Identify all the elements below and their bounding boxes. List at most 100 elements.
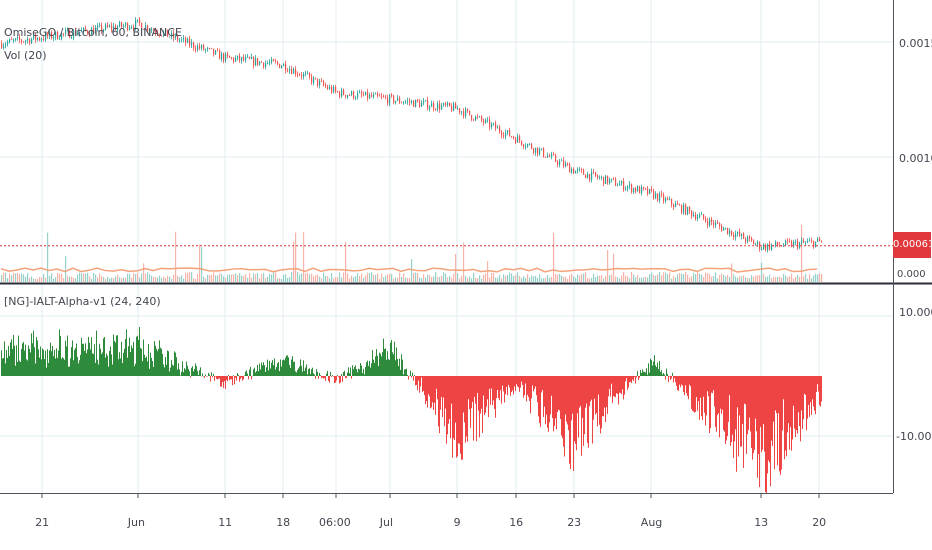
indicator-bar <box>147 361 148 376</box>
candle-body <box>633 188 635 192</box>
volume-bar <box>239 273 241 282</box>
indicator-bar <box>439 376 440 434</box>
indicator-bar <box>629 376 630 383</box>
indicator-bar <box>821 376 822 402</box>
indicator-bar <box>127 357 128 376</box>
volume-bar <box>245 274 247 282</box>
volume-bar <box>161 277 163 282</box>
candle-body <box>747 236 749 242</box>
indicator-bar <box>102 352 103 376</box>
volume-bar <box>387 274 389 282</box>
volume-bar <box>237 275 239 282</box>
volume-bar <box>677 274 679 282</box>
candle-body <box>399 97 401 103</box>
volume-bar <box>71 276 73 282</box>
indicator-bar <box>776 376 777 414</box>
indicator-bar <box>399 358 400 376</box>
indicator-bar <box>43 349 44 376</box>
volume-bar <box>687 274 689 282</box>
indicator-bar <box>597 376 598 427</box>
volume-bar <box>515 274 517 282</box>
volume-bar <box>589 278 591 282</box>
candle-body <box>307 73 309 74</box>
volume-bar <box>699 273 701 282</box>
indicator-bar <box>59 329 60 376</box>
indicator-bar <box>328 376 329 381</box>
volume-bar <box>653 275 655 282</box>
candle-body <box>549 155 551 157</box>
volume-bar <box>623 272 625 282</box>
indicator-bar <box>324 376 325 379</box>
volume-bar <box>273 272 275 282</box>
indicator-bar <box>688 376 689 400</box>
candle-body <box>375 93 377 95</box>
volume-bar <box>43 274 45 282</box>
volume-bar <box>745 277 747 282</box>
indicator-bar <box>406 368 407 376</box>
volume-bar <box>85 273 87 282</box>
indicator-bar <box>523 376 524 398</box>
volume-bar <box>611 274 613 282</box>
volume-bar <box>397 277 399 282</box>
volume-bar <box>361 273 363 282</box>
indicator-bar <box>367 360 368 376</box>
indicator-bar <box>35 363 36 376</box>
indicator-bar <box>303 360 304 376</box>
candle-body <box>31 38 33 44</box>
indicator-bar <box>261 362 262 376</box>
indicator-bar <box>562 376 563 439</box>
indicator-bar <box>412 372 413 376</box>
candle-body <box>643 186 645 189</box>
indicator-bar <box>557 376 558 413</box>
indicator-bar <box>441 376 442 398</box>
candle-body <box>757 242 759 244</box>
candle-body <box>107 24 109 27</box>
indicator-bar <box>293 361 294 376</box>
indicator-bar <box>495 376 496 418</box>
candle-body <box>663 194 665 202</box>
indicator-bar <box>126 329 127 376</box>
candle-body <box>775 241 777 246</box>
volume-bar <box>235 273 237 282</box>
indicator-bar <box>48 362 49 376</box>
indicator-bar <box>118 359 119 376</box>
candle-body <box>763 244 765 249</box>
volume-bar <box>329 278 331 282</box>
volume-bar <box>795 276 797 282</box>
volume-bar <box>711 276 713 282</box>
volume-bar <box>587 278 589 282</box>
indicator-bar <box>487 376 488 400</box>
indicator-bar <box>153 366 154 376</box>
volume-bar <box>585 272 587 282</box>
candle-body <box>383 96 385 98</box>
volume-bar <box>97 277 99 282</box>
indicator-bar <box>722 376 723 410</box>
indicator-bar <box>423 376 424 391</box>
indicator-bar <box>94 344 95 376</box>
candle-body <box>257 58 259 65</box>
volume-bar <box>637 275 639 282</box>
indicator-bar <box>125 339 126 376</box>
candle-body <box>727 227 729 235</box>
indicator-bar <box>132 348 133 376</box>
indicator-bar <box>479 376 480 438</box>
indicator-bar <box>95 362 96 376</box>
indicator-bar <box>104 336 105 376</box>
candle-body <box>599 177 601 179</box>
candle-body <box>83 27 85 31</box>
volume-bar <box>463 242 465 282</box>
indicator-bar <box>507 376 508 396</box>
indicator-bar <box>372 350 373 376</box>
indicator-bar <box>773 376 774 422</box>
candle-body <box>265 63 267 67</box>
indicator-bar <box>489 376 490 389</box>
candle-body <box>681 205 683 213</box>
candle-body <box>11 39 13 41</box>
price-tick-label: 0.001000 <box>899 152 932 165</box>
candle-body <box>113 25 115 30</box>
indicator-bar <box>527 376 528 395</box>
volume-bar <box>497 277 499 282</box>
volume-label: Vol (20) <box>4 49 47 62</box>
indicator-bar <box>731 376 732 443</box>
indicator-bar <box>766 376 767 494</box>
